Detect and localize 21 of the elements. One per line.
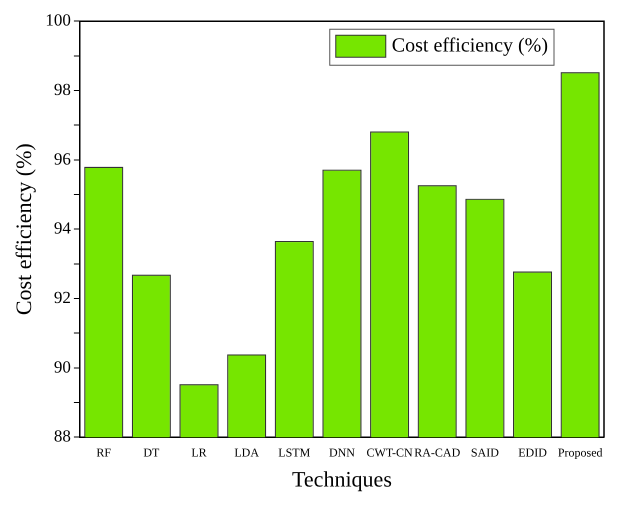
y-tick-label: 96 [54, 149, 71, 168]
x-axis-title: Techniques [292, 466, 392, 492]
x-tick-label: LSTM [278, 446, 311, 460]
y-tick-label: 100 [45, 10, 71, 30]
x-tick-label: Proposed [558, 446, 603, 460]
y-tick-label: 98 [54, 80, 71, 99]
y-tick-label: 88 [54, 426, 71, 446]
y-tick-label: 92 [54, 288, 71, 307]
x-tick-label: DNN [328, 446, 356, 460]
y-axis-title: Cost efficiency (%) [10, 143, 36, 316]
x-tick-label: LDA [234, 446, 260, 460]
x-tick-label: SAID [470, 446, 500, 460]
y-tick-label: 90 [54, 357, 71, 376]
x-tick-label: RF [96, 446, 112, 460]
y-tick-label: 94 [54, 218, 72, 238]
legend-label: Cost efficiency (%) [392, 34, 548, 56]
x-tick-label: DT [143, 446, 160, 460]
x-tick-label: RA-CAD [414, 446, 461, 460]
x-tick-label: EDID [518, 446, 548, 460]
x-tick-label: LR [191, 446, 207, 460]
x-tick-label: CWT-CN [366, 446, 414, 460]
